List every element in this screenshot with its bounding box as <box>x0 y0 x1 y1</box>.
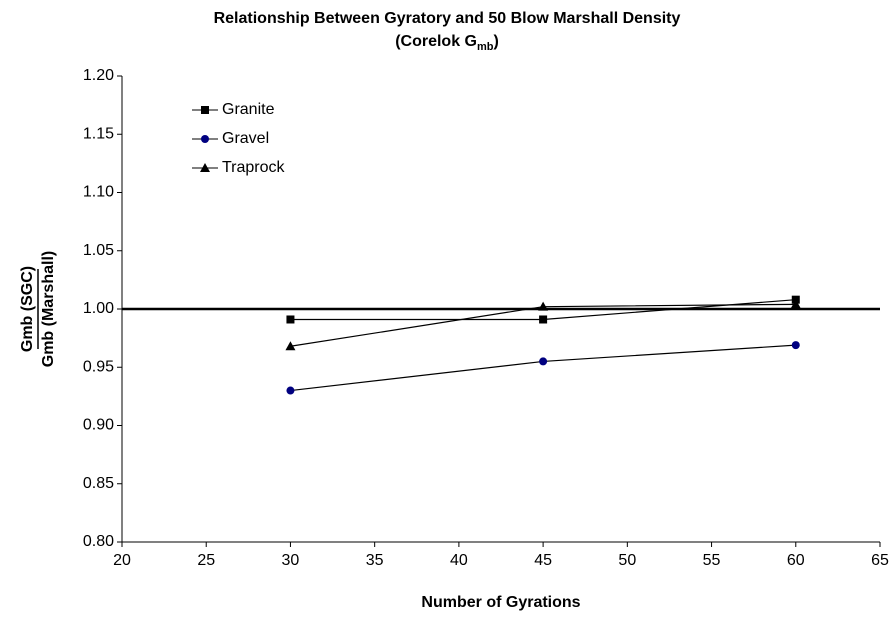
x-tick-label: 40 <box>450 552 468 569</box>
y-tick-label: 1.00 <box>83 300 114 317</box>
legend-label: Gravel <box>222 130 269 147</box>
series-line <box>290 344 796 392</box>
y-label-numerator: Gmb (SGC) <box>19 266 36 352</box>
subtitle-suffix: ) <box>493 33 498 50</box>
marker <box>790 299 801 309</box>
x-axis-label: Number of Gyrations <box>421 594 580 611</box>
x-tick-label: 20 <box>113 552 131 569</box>
marker <box>201 106 209 114</box>
subtitle-subscript: mb <box>477 41 494 53</box>
y-tick-label: 1.15 <box>83 125 114 142</box>
y-tick-label: 1.05 <box>83 242 114 259</box>
y-tick-label: 0.95 <box>83 358 114 375</box>
x-tick-label: 45 <box>534 552 552 569</box>
marker <box>286 315 295 324</box>
marker <box>539 315 548 324</box>
x-tick-label: 65 <box>871 552 889 569</box>
marker <box>791 341 800 350</box>
y-tick-label: 0.85 <box>83 475 114 492</box>
chart-title: Relationship Between Gyratory and 50 Blo… <box>214 10 681 27</box>
x-tick-label: 35 <box>366 552 384 569</box>
y-tick-label: 1.10 <box>83 184 114 201</box>
x-tick-label: 55 <box>703 552 721 569</box>
marker <box>200 163 210 172</box>
x-tick-label: 25 <box>197 552 215 569</box>
x-tick-label: 60 <box>787 552 805 569</box>
subtitle-text: (Corelok G <box>395 33 477 50</box>
x-tick-label: 30 <box>282 552 300 569</box>
y-tick-label: 0.90 <box>83 417 114 434</box>
y-axis-label: Gmb (SGC) Gmb (Marshall) <box>19 251 57 367</box>
marker <box>538 301 549 311</box>
marker <box>539 357 548 366</box>
legend-label: Granite <box>222 101 275 118</box>
marker <box>286 386 295 395</box>
y-tick-label: 1.20 <box>83 67 114 84</box>
x-tick-label: 50 <box>618 552 636 569</box>
y-label-denominator: Gmb (Marshall) <box>40 251 57 367</box>
legend-label: Traprock <box>222 159 286 176</box>
chart-subtitle: (Corelok Gmb) <box>395 33 499 53</box>
marker <box>201 135 209 143</box>
y-tick-label: 0.80 <box>83 533 114 550</box>
marker <box>285 341 296 351</box>
